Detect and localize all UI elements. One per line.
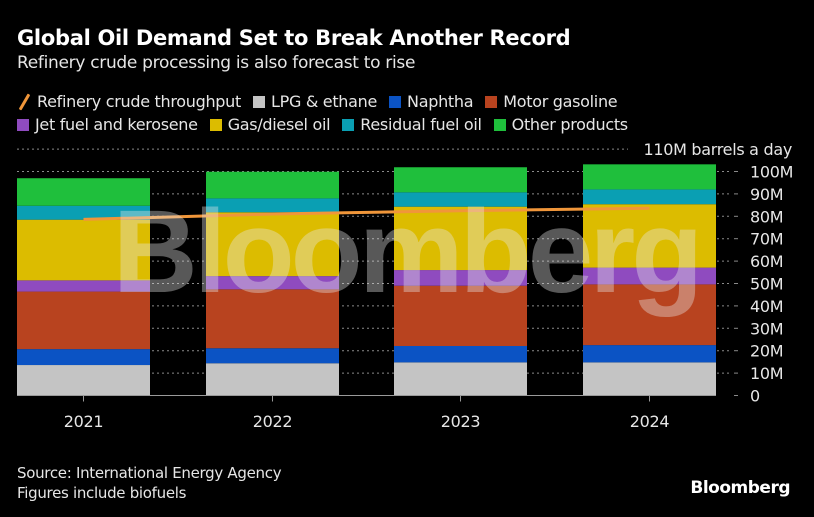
refinery-throughput-line <box>83 206 650 221</box>
legend-label: Motor gasoline <box>503 92 618 111</box>
legend-item-lpg: LPG & ethane <box>252 90 378 113</box>
bar-segment-naphtha <box>17 349 150 366</box>
watermark: Bloomberg <box>113 186 700 318</box>
legend-item-refinery: Refinery crude throughput <box>17 90 241 113</box>
source-text: Source: International Energy Agency <box>17 464 282 482</box>
y-tick-label: 70M <box>750 230 783 249</box>
legend-item-other: Other products <box>493 113 629 136</box>
source-note: Source: International Energy Agency Figu… <box>17 463 282 503</box>
bar-segment-other-products <box>394 167 527 193</box>
bar-segment-motor-gasoline <box>583 284 716 346</box>
chart-subtitle: Refinery crude processing is also foreca… <box>17 53 416 73</box>
bar-stack-2022 <box>206 171 339 396</box>
swatch-icon <box>252 95 265 108</box>
bar-stack-2021 <box>17 178 150 396</box>
y-tick-label: 0 <box>750 387 760 406</box>
y-tick-label: 10M <box>750 364 783 383</box>
legend-item-jet-fuel: Jet fuel and kerosene <box>17 113 198 136</box>
refinery-line-layer <box>83 206 650 221</box>
bar-segment-motor-gasoline <box>17 291 150 350</box>
bar-segment-lpg-ethane <box>394 362 527 396</box>
legend-label: Refinery crude throughput <box>37 92 241 111</box>
bar-segment-other-products <box>17 178 150 206</box>
y-tick-label: 60M <box>750 252 783 271</box>
x-tick-label: 2023 <box>441 412 481 431</box>
y-tick-label: 80M <box>750 207 783 226</box>
bar-segment-jet-fuel-and-kerosene <box>583 267 716 285</box>
bloomberg-logo: Bloomberg <box>690 478 790 498</box>
legend-item-gasoline: Motor gasoline <box>485 90 618 113</box>
legend-label: Residual fuel oil <box>360 115 482 134</box>
bar-segment-gas-diesel-oil <box>394 206 527 271</box>
gridlines <box>17 148 730 374</box>
legend-item-naphtha: Naphtha <box>389 90 474 113</box>
bar-segment-jet-fuel-and-kerosene <box>17 280 150 292</box>
legend-label: Naphtha <box>407 92 474 111</box>
bar-segment-naphtha <box>206 348 339 364</box>
legend-item-diesel: Gas/diesel oil <box>209 113 331 136</box>
bar-segment-residual-fuel-oil <box>583 189 716 205</box>
y-tick-label: 90M <box>750 185 783 204</box>
legend: Refinery crude throughput LPG & ethane N… <box>17 90 807 136</box>
x-axis: 2021 2022 2023 2024 <box>64 395 670 431</box>
y-tick-label: 100M <box>750 163 793 182</box>
bar-segment-lpg-ethane <box>206 363 339 396</box>
swatch-icon <box>389 95 402 108</box>
x-tick-label: 2024 <box>630 412 670 431</box>
swatch-icon <box>209 118 222 131</box>
y-axis: 0 10M 20M 30M 40M 50M 60M 70M 80M 90M 100M 110M bar… <box>643 140 793 405</box>
legend-label: Gas/diesel oil <box>227 115 331 134</box>
bar-segment-residual-fuel-oil <box>17 205 150 220</box>
bar-segment-residual-fuel-oil <box>206 198 339 213</box>
footnote-text: Figures include biofuels <box>17 484 187 502</box>
swatch-icon <box>17 118 29 131</box>
bar-segment-gas-diesel-oil <box>17 219 150 281</box>
chart-title: Global Oil Demand Set to Break Another R… <box>17 26 571 50</box>
legend-row-2: Jet fuel and kerosene Gas/diesel oil Res… <box>17 113 807 136</box>
bar-segment-lpg-ethane <box>583 362 716 396</box>
bar-segment-motor-gasoline <box>206 289 339 349</box>
swatch-icon <box>493 118 506 131</box>
bar-segment-naphtha <box>394 345 527 363</box>
bar-segment-other-products <box>206 171 339 199</box>
legend-label: Other products <box>511 115 629 134</box>
bar-segment-motor-gasoline <box>394 285 527 346</box>
legend-label: Jet fuel and kerosene <box>35 115 198 134</box>
y-tick-label: 20M <box>750 342 783 361</box>
bar-segment-jet-fuel-and-kerosene <box>206 276 339 290</box>
y-tick-label: 30M <box>750 319 783 338</box>
swatch-icon <box>342 118 355 131</box>
x-tick-label: 2021 <box>64 412 104 431</box>
bar-segment-jet-fuel-and-kerosene <box>394 270 527 286</box>
bar-stack-2023 <box>394 167 527 396</box>
legend-row-1: Refinery crude throughput LPG & ethane N… <box>17 90 807 113</box>
y-tick-label: 50M <box>750 275 783 294</box>
legend-label: LPG & ethane <box>270 92 378 111</box>
bar-segment-lpg-ethane <box>17 365 150 396</box>
swatch-icon <box>485 95 498 108</box>
y-tick-label: 40M <box>750 297 783 316</box>
x-tick-label: 2022 <box>253 412 293 431</box>
legend-item-residual: Residual fuel oil <box>342 113 482 136</box>
y-tick-label: 110M barrels a day <box>643 140 792 159</box>
bar-segment-other-products <box>583 164 716 190</box>
bar-segment-gas-diesel-oil <box>583 204 716 268</box>
bar-segment-gas-diesel-oil <box>206 212 339 277</box>
bar-stack-2024 <box>583 164 716 396</box>
bar-segment-residual-fuel-oil <box>394 192 527 207</box>
bar-segment-naphtha <box>583 345 716 363</box>
bars <box>17 164 716 396</box>
